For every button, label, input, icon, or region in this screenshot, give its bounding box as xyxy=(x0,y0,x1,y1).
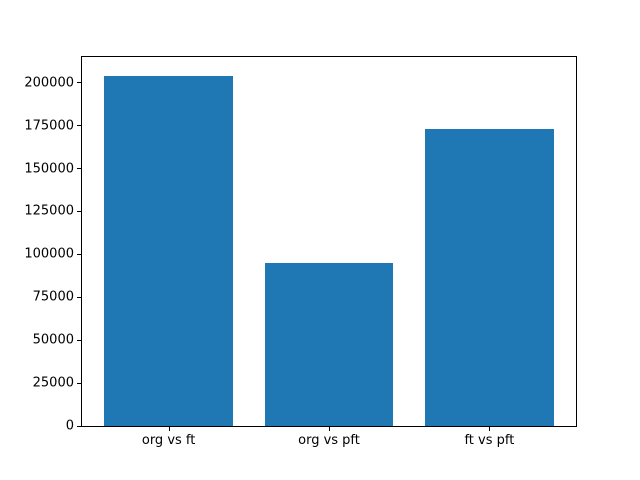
y-tick-label: 175000 xyxy=(24,118,74,134)
bar-org-vs-ft xyxy=(104,75,233,426)
y-tick-mark xyxy=(77,253,81,255)
plot-area: 0 25000 50000 75000 100000 125000 150000 175000… xyxy=(24,56,577,447)
y-tick-mark xyxy=(77,382,81,384)
y-tick-label: 150000 xyxy=(24,161,74,177)
bar-org-vs-pft xyxy=(264,262,394,426)
x-tick-label: org vs pft xyxy=(298,433,360,448)
y-tick-mark xyxy=(77,210,81,212)
y-tick-mark xyxy=(77,339,81,341)
x-tick-label: ft vs pft xyxy=(464,433,515,448)
x-tick-mark xyxy=(168,427,170,431)
y-tick-mark xyxy=(77,425,81,427)
x-tick-mark xyxy=(489,427,491,431)
y-tick-label: 125000 xyxy=(24,203,74,219)
y-tick-label: 0 xyxy=(65,418,74,434)
y-tick-label: 100000 xyxy=(24,246,74,262)
y-tick-mark xyxy=(77,82,81,84)
y-tick-label: 50000 xyxy=(32,332,74,348)
x-tick-label: org vs ft xyxy=(141,433,196,448)
y-tick-label: 200000 xyxy=(24,75,74,91)
y-tick-label: 75000 xyxy=(32,289,74,305)
bar-ft-vs-pft xyxy=(425,129,554,426)
x-tick-mark xyxy=(329,427,330,431)
y-tick-mark xyxy=(77,296,81,298)
y-tick-label: 25000 xyxy=(32,375,74,391)
y-tick-mark xyxy=(77,168,81,170)
y-tick-mark xyxy=(77,125,81,127)
